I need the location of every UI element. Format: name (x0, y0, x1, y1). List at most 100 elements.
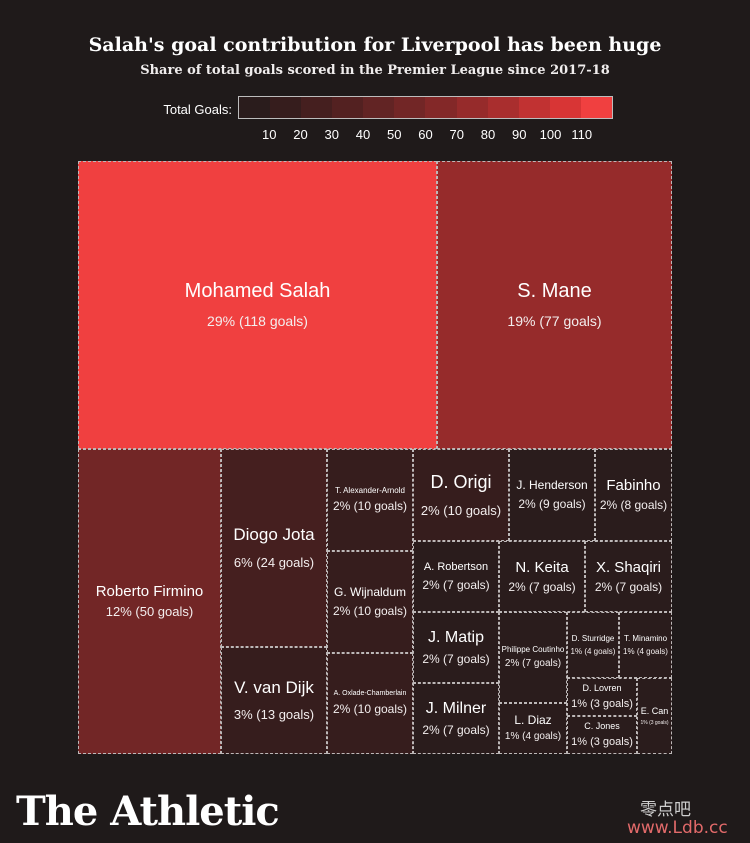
watermark-text: 零点吧 (640, 800, 691, 820)
treemap-tile: Roberto Firmino 12% (50 goals) (78, 449, 221, 754)
legend-tick-label: 30 (324, 127, 339, 142)
tile-player-name: X. Shaqiri (595, 558, 662, 576)
legend-swatch (363, 97, 395, 118)
tile-player-name: A. Oxlade-Chamberlain (333, 690, 407, 698)
treemap-tile: J. Henderson 2% (9 goals) (509, 449, 595, 541)
chart-subtitle: Share of total goals scored in the Premi… (140, 63, 610, 78)
tile-goal-share: 2% (9 goals) (518, 496, 586, 511)
tile-goal-share: 1% (4 goals) (504, 731, 562, 743)
tile-goal-share: 6% (24 goals) (233, 554, 315, 570)
legend-swatch (239, 97, 271, 118)
tile-player-name: D. Lovren (582, 683, 622, 694)
tile-player-name: T. Minamino (623, 633, 668, 643)
tile-player-name: Mohamed Salah (184, 280, 331, 303)
tile-goal-share: 2% (10 goals) (332, 499, 408, 514)
legend-tick-label: 80 (480, 127, 496, 142)
tile-player-name: J. Henderson (516, 477, 588, 492)
legend-swatch (394, 97, 426, 118)
tile-player-name: N. Keita (515, 558, 569, 576)
tile-goal-share: 2% (10 goals) (332, 603, 408, 618)
chart-title: Salah's goal contribution for Liverpool … (88, 34, 662, 56)
treemap-tile: Diogo Jota 6% (24 goals) (221, 449, 327, 647)
tile-player-name: J. Matip (427, 629, 484, 647)
tile-goal-share: 1% (4 goals) (570, 646, 616, 656)
tile-goal-share: 3% (13 goals) (233, 707, 315, 723)
tile-goal-share: 2% (10 goals) (420, 502, 502, 518)
tile-goal-share: 29% (118 goals) (207, 313, 308, 330)
tile-player-name: A. Robertson (423, 560, 489, 573)
treemap-tile: S. Mane 19% (77 goals) (437, 161, 672, 449)
legend-swatch (301, 97, 333, 118)
tile-player-name: S. Mane (517, 280, 592, 303)
legend-swatch (580, 97, 612, 118)
legend-swatch (425, 97, 457, 118)
tile-goal-share: 1% (3 goals) (571, 735, 633, 748)
treemap-tile: D. Origi 2% (10 goals) (413, 449, 509, 541)
tile-player-name: Philippe Coutinho (501, 644, 565, 654)
treemap-tile: N. Keita 2% (7 goals) (499, 541, 585, 612)
treemap-tile: D. Sturridge 1% (4 goals) (567, 612, 619, 678)
color-scale-legend (238, 96, 613, 119)
treemap-tile: Fabinho 2% (8 goals) (595, 449, 672, 541)
treemap-tile: T. Minamino 1% (4 goals) (619, 612, 672, 678)
tile-player-name: V. van Dijk (234, 677, 314, 697)
legend-swatch (332, 97, 364, 118)
treemap-tile: X. Shaqiri 2% (7 goals) (585, 541, 672, 612)
legend-tick-label: 40 (355, 127, 371, 142)
legend-tick-label: 100 (539, 127, 562, 142)
tile-player-name: D. Sturridge (571, 633, 615, 643)
tile-player-name: Fabinho (606, 477, 661, 495)
tile-goal-share: 2% (8 goals) (599, 498, 668, 513)
tile-player-name: Diogo Jota (233, 525, 315, 545)
tile-player-name: D. Origi (430, 471, 492, 492)
treemap-tile: E. Can 1% (3 goals) (637, 678, 672, 754)
legend-swatch (487, 97, 519, 118)
tile-goal-share: 19% (77 goals) (507, 313, 602, 330)
tile-goal-share: 2% (7 goals) (422, 577, 490, 592)
treemap-tile: G. Wijnaldum 2% (10 goals) (327, 551, 413, 653)
the-athletic-logo: The Athletic (16, 788, 280, 835)
treemap-tile: A. Robertson 2% (7 goals) (413, 541, 499, 612)
legend-swatch (270, 97, 302, 118)
legend-tick-label: 60 (418, 127, 433, 142)
tile-goal-share: 1% (3 goals) (571, 697, 633, 710)
treemap-tile: Mohamed Salah 29% (118 goals) (78, 161, 437, 449)
treemap-tile: D. Lovren 1% (3 goals) (567, 678, 637, 716)
treemap-tile: Philippe Coutinho 2% (7 goals) (499, 612, 567, 703)
legend-swatch (456, 97, 488, 118)
treemap-tile: V. van Dijk 3% (13 goals) (221, 647, 327, 754)
treemap-tile: L. Diaz 1% (4 goals) (499, 703, 567, 754)
tile-goal-share: 2% (7 goals) (504, 658, 562, 670)
legend-tick-label: 70 (449, 127, 464, 142)
tile-goal-share: 2% (7 goals) (508, 579, 576, 594)
tile-player-name: J. Milner (425, 700, 487, 718)
treemap-tile: J. Milner 2% (7 goals) (413, 683, 499, 754)
tile-player-name: L. Diaz (514, 712, 552, 727)
tile-goal-share: 2% (7 goals) (422, 651, 490, 666)
tile-player-name: E. Can (640, 705, 669, 716)
legend-tick-label: 90 (512, 127, 527, 142)
tile-goal-share: 2% (7 goals) (422, 722, 490, 737)
tile-player-name: Roberto Firmino (95, 583, 204, 601)
legend-tick-label: 20 (293, 127, 308, 142)
legend-swatch (549, 97, 581, 118)
tile-goal-share: 1% (4 goals) (623, 646, 668, 656)
treemap-tile: T. Alexander-Arnold 2% (10 goals) (327, 449, 413, 551)
tile-player-name: G. Wijnaldum (333, 584, 407, 599)
tile-player-name: T. Alexander-Arnold (335, 486, 405, 496)
tile-goal-share: 12% (50 goals) (105, 604, 194, 620)
legend-tick-label: 110 (571, 127, 593, 142)
tile-goal-share: 1% (3 goals) (640, 720, 669, 727)
legend-tick-label: 10 (262, 127, 277, 142)
treemap-tile: C. Jones 1% (3 goals) (567, 716, 637, 754)
treemap-tile: J. Matip 2% (7 goals) (413, 612, 499, 683)
tile-goal-share: 2% (10 goals) (332, 702, 408, 717)
legend-swatch (518, 97, 550, 118)
tile-goal-share: 2% (7 goals) (594, 579, 663, 594)
tile-player-name: C. Jones (584, 721, 620, 732)
treemap-tile: A. Oxlade-Chamberlain 2% (10 goals) (327, 653, 413, 754)
watermark-url: www.Ldb.cc (627, 818, 728, 838)
legend-tick-label: 50 (387, 127, 402, 142)
legend-label: Total Goals: (163, 102, 232, 117)
